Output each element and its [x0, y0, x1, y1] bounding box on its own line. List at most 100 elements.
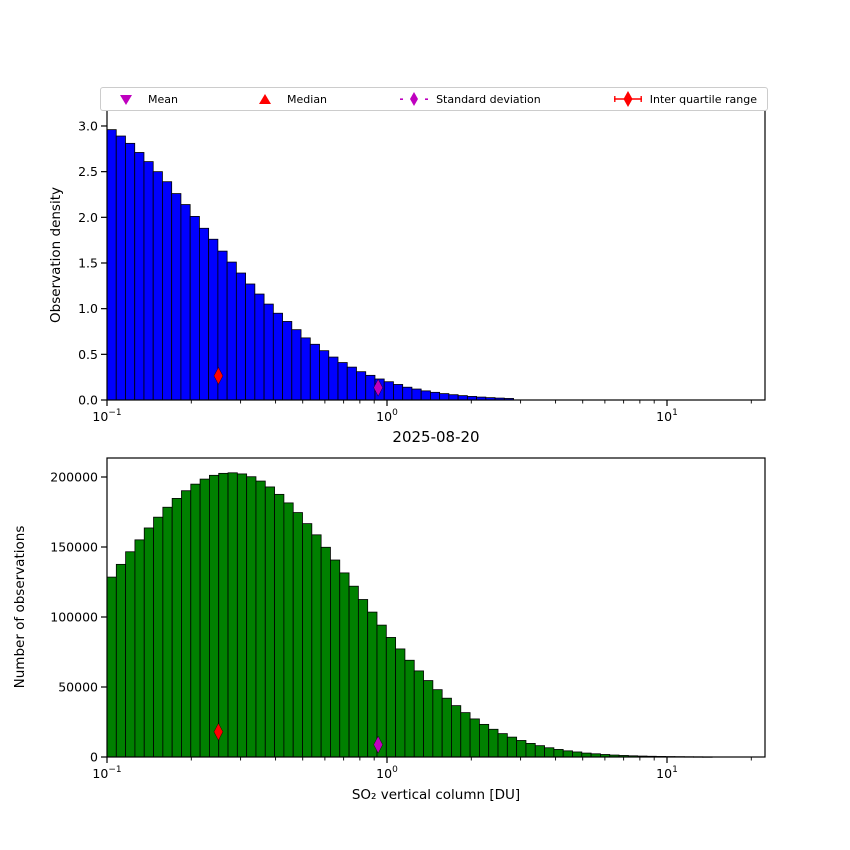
- histogram-bar: [300, 337, 311, 401]
- histogram-bar: [357, 599, 369, 758]
- y-tick-label: 2.5: [78, 164, 98, 179]
- histogram-bar: [451, 705, 462, 758]
- inter-quartile-range-marker: [213, 722, 224, 741]
- histogram-bar: [274, 493, 285, 758]
- histogram-bar: [227, 472, 238, 758]
- histogram-bar: [152, 171, 163, 401]
- legend-item-standard-deviation: Standard deviation: [399, 91, 541, 107]
- legend-label-mean: Mean: [148, 92, 178, 106]
- histogram-bar: [106, 576, 117, 758]
- histogram-bar: [320, 546, 331, 758]
- histogram-bar: [264, 486, 275, 758]
- histogram-bar: [245, 283, 256, 401]
- histogram-bar: [282, 321, 293, 401]
- date-title: 2025-08-20: [392, 428, 480, 446]
- histogram-bar: [292, 512, 303, 758]
- histogram-bar: [404, 659, 415, 758]
- histogram-bar: [441, 697, 452, 758]
- y-tick-label: 100000: [50, 609, 98, 624]
- histogram-bar: [246, 476, 257, 758]
- standard-deviation-marker: [373, 378, 383, 397]
- histogram-bar: [254, 293, 265, 401]
- histogram-bar: [420, 390, 431, 401]
- histogram-bar: [348, 585, 359, 758]
- histogram-bar: [134, 539, 145, 758]
- y-tick-label: 0: [90, 750, 98, 765]
- legend-item-mean: Mean: [111, 91, 178, 107]
- number-of-observations-histogram: 10−1 100 101 0 50000 100000 150000 200000: [50, 457, 766, 781]
- histogram-bar: [209, 474, 220, 758]
- histogram-bar: [125, 142, 136, 401]
- top-y-axis-label: Observation density: [48, 187, 64, 323]
- histogram-bar: [534, 745, 545, 758]
- observation-density-histogram: 10−1 100 101 0.0 0.5 1.0 1.5 2.0 2.5 3.0: [78, 109, 766, 424]
- histogram-bar: [432, 689, 443, 758]
- histogram-bar: [411, 388, 422, 401]
- histogram-bar: [562, 750, 573, 758]
- histogram-bar: [460, 712, 471, 758]
- standard-deviation-diamond-icon: [399, 91, 429, 107]
- histogram-bar: [190, 483, 201, 758]
- histogram-bar: [497, 733, 508, 758]
- histogram-bar: [346, 366, 357, 401]
- median-triangle-up-icon: [250, 91, 280, 107]
- histogram-bar: [283, 502, 294, 758]
- histogram-bar: [439, 393, 450, 401]
- standard-deviation-marker: [373, 735, 383, 754]
- histogram-bar: [143, 527, 154, 758]
- histogram-bar: [356, 371, 367, 401]
- legend-item-inter-quartile-range: Inter quartile range: [613, 91, 757, 107]
- y-tick-label: 2.0: [78, 210, 98, 225]
- mean-triangle-down-icon: [111, 91, 141, 107]
- histogram-bar: [134, 152, 145, 401]
- histogram-bar: [488, 728, 499, 758]
- histogram-bar: [413, 670, 424, 758]
- histogram-bar: [189, 216, 200, 401]
- legend-label-standard-deviation: Standard deviation: [436, 92, 541, 106]
- axes-frame: [106, 457, 766, 758]
- inter-quartile-range-marker: [213, 366, 224, 385]
- histogram-bar: [429, 391, 441, 401]
- histogram-bar: [506, 736, 518, 758]
- histogram-bar: [272, 312, 283, 401]
- histogram-bar: [469, 718, 480, 758]
- histogram-bar: [330, 559, 341, 758]
- histogram-bar: [162, 181, 173, 401]
- y-tick-label: 200000: [50, 469, 98, 484]
- x-tick-label: 10−1: [92, 765, 121, 781]
- histogram-bar: [199, 478, 210, 758]
- histogram-bar: [143, 161, 154, 401]
- histogram-bar: [106, 129, 117, 401]
- histogram-bar: [171, 498, 182, 758]
- histogram-bar: [180, 204, 191, 401]
- histogram-bar: [115, 135, 126, 401]
- legend: Mean Median Standard deviation Inter qua…: [100, 87, 768, 111]
- histogram-bar: [255, 480, 266, 758]
- y-tick-label: 0.0: [78, 393, 98, 408]
- histogram-bar: [328, 356, 339, 401]
- histogram-bar: [478, 723, 490, 758]
- y-tick-label: 1.0: [78, 301, 98, 316]
- histogram-bar: [291, 329, 302, 401]
- histogram-bar: [525, 743, 536, 758]
- histogram-bar: [226, 261, 237, 401]
- histogram-bar: [402, 386, 413, 401]
- histogram-bar: [337, 362, 348, 401]
- histogram-bar: [218, 472, 229, 758]
- histogram-bar: [553, 749, 564, 758]
- histogram-bar: [339, 572, 350, 758]
- y-tick-label: 1.5: [78, 255, 98, 270]
- legend-label-inter-quartile-range: Inter quartile range: [649, 92, 757, 106]
- x-tick-label: 100: [376, 765, 398, 781]
- histogram-bar: [115, 563, 127, 758]
- bottom-y-axis-label: Number of observations: [12, 525, 28, 689]
- histogram-bar: [181, 490, 192, 758]
- histogram-bar: [367, 611, 378, 758]
- histogram-bar: [311, 534, 322, 758]
- histogram-bar: [171, 193, 182, 401]
- x-tick-label: 101: [656, 408, 678, 424]
- x-axis-label: SO₂ vertical column [DU]: [351, 787, 521, 803]
- histogram-bar: [162, 506, 173, 758]
